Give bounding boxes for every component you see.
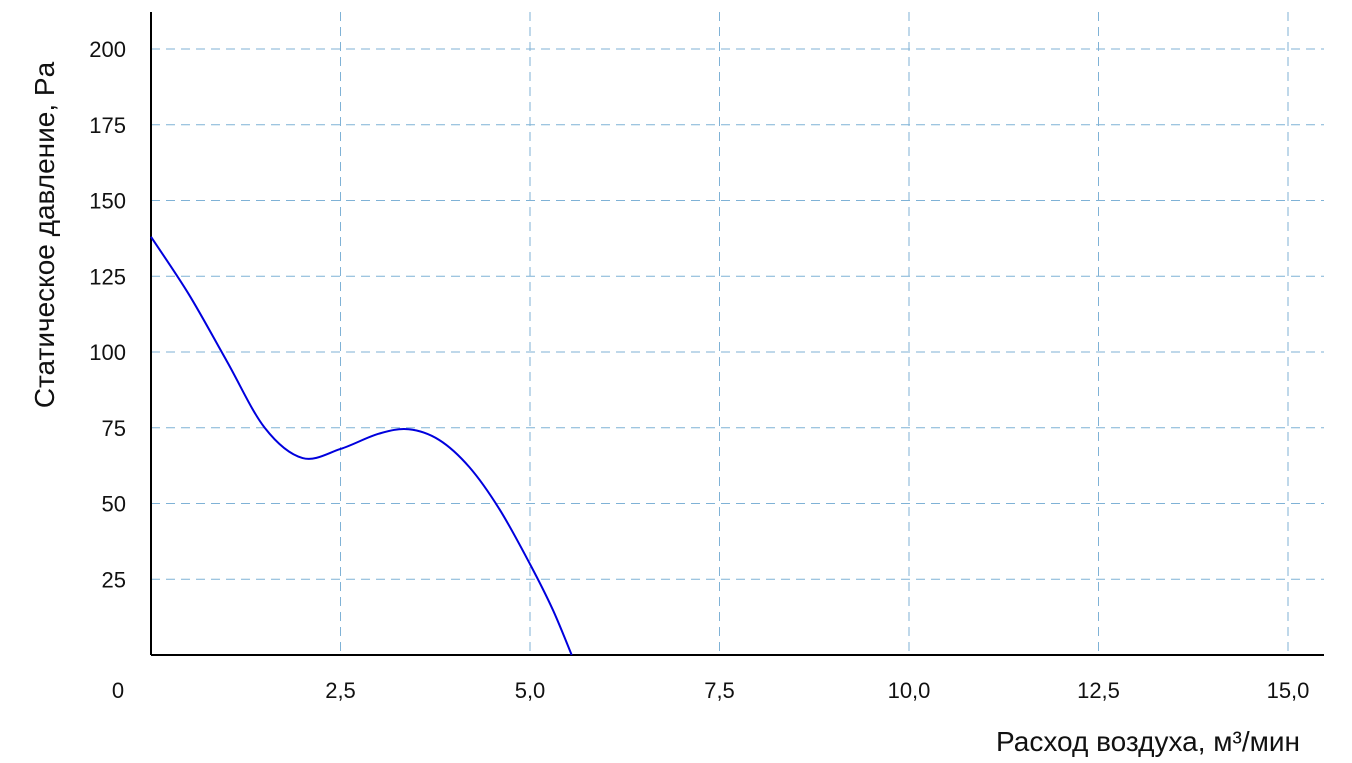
- y-tick-label: 75: [102, 416, 126, 441]
- y-axis-title: Статическое давление, Pa: [29, 61, 60, 408]
- y-tick-label: 100: [89, 340, 126, 365]
- x-tick-label: 5,0: [515, 678, 546, 703]
- y-tick-label: 150: [89, 189, 126, 214]
- series-layer: [150, 236, 573, 656]
- x-tick-label: 10,0: [888, 678, 931, 703]
- y-tick-label: 25: [102, 567, 126, 592]
- axes: [150, 12, 1324, 656]
- y-tick-label: 125: [89, 264, 126, 289]
- x-tick-label: 7,5: [704, 678, 735, 703]
- x-axis-title: Расход воздуха, м³/мин: [996, 726, 1300, 757]
- x-tick-label: 15,0: [1267, 678, 1310, 703]
- x-tick-label: 12,5: [1077, 678, 1120, 703]
- y-tick-labels: 25 50 75 100 125 150 175 200: [89, 37, 126, 592]
- grid: [151, 12, 1324, 655]
- series-line: [150, 236, 573, 656]
- origin-label: 0: [112, 678, 124, 703]
- y-tick-label: 200: [89, 37, 126, 62]
- y-tick-label: 175: [89, 113, 126, 138]
- y-tick-label: 50: [102, 492, 126, 517]
- x-tick-labels: 2,5 5,0 7,5 10,0 12,5 15,0: [325, 678, 1309, 703]
- x-tick-label: 2,5: [325, 678, 356, 703]
